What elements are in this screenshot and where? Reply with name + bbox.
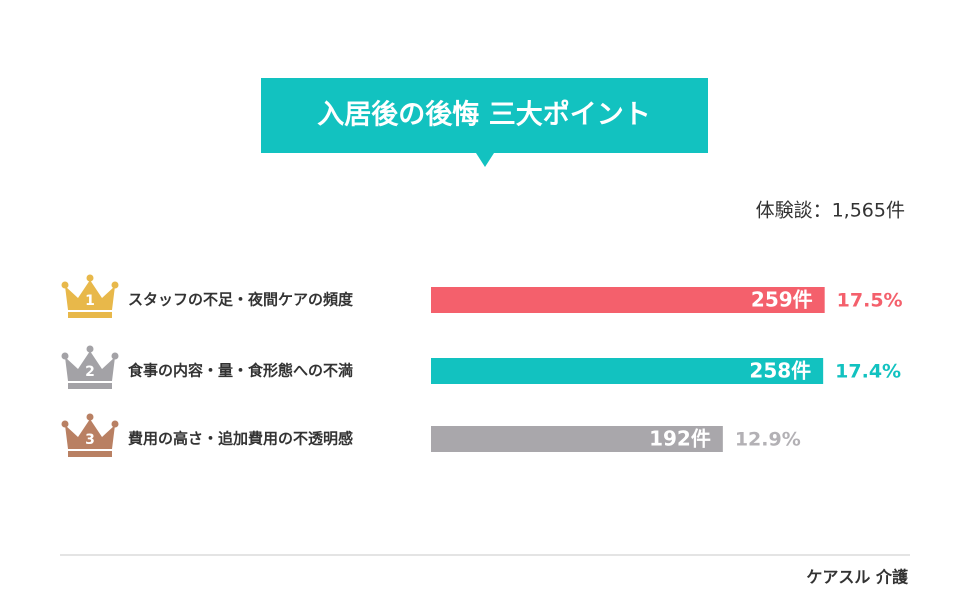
category-label: 食事の内容・量・食形態への不満 xyxy=(128,362,353,380)
value-label: 192件 xyxy=(649,427,711,451)
category-label: スタッフの不足・夜間ケアの頻度 xyxy=(128,291,354,309)
crown-jewel xyxy=(61,420,69,428)
share-label: 17.4% xyxy=(835,361,901,383)
crown-jewel xyxy=(111,420,119,428)
source: ケアスル 介護 xyxy=(806,568,909,587)
crown-jewel xyxy=(61,281,69,289)
chart-title: 入居後の後悔 三大ポイント xyxy=(317,99,650,131)
subtitle: 体験談：1,565件 xyxy=(756,200,905,222)
share-label: 12.9% xyxy=(735,429,801,451)
value-label: 258件 xyxy=(749,359,811,383)
value-label: 259件 xyxy=(751,288,813,312)
title-pointer xyxy=(476,153,494,167)
crown xyxy=(65,419,115,449)
bar xyxy=(431,287,825,313)
category-label: 費用の高さ・追加費用の不透明感 xyxy=(128,430,353,448)
crown-jewel xyxy=(61,352,69,360)
bar xyxy=(431,358,824,384)
share-label: 17.5% xyxy=(837,290,903,312)
crown-base xyxy=(68,312,112,318)
crown-jewel xyxy=(86,413,94,421)
rank-number: 2 xyxy=(85,364,95,380)
title-box xyxy=(261,78,708,153)
bar xyxy=(431,426,723,452)
crown xyxy=(65,280,115,310)
rank-number: 1 xyxy=(85,293,95,309)
crown-jewel xyxy=(111,281,119,289)
crown-jewel xyxy=(111,352,119,360)
crown-jewel xyxy=(86,345,94,353)
crown-base xyxy=(68,383,112,389)
crown-base xyxy=(68,451,112,457)
rank-number: 3 xyxy=(85,432,95,448)
crown-jewel xyxy=(86,274,94,282)
crown xyxy=(65,351,115,381)
